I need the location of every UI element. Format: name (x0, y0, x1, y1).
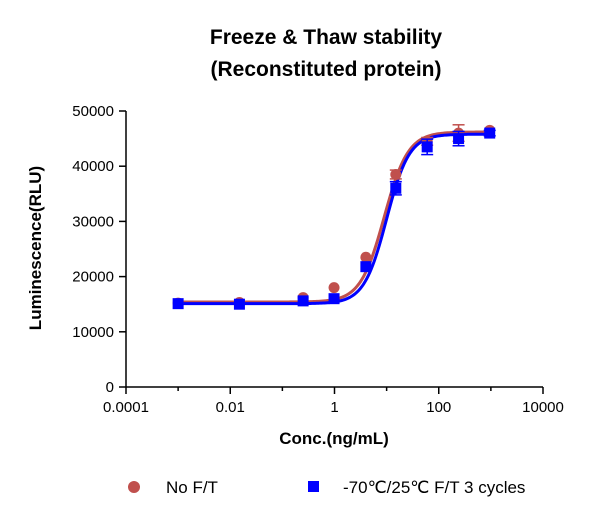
y-tick-label: 10000 (72, 324, 114, 341)
y-tick-label: 40000 (72, 158, 114, 175)
legend-marker-no-ft (128, 481, 140, 493)
x-tick-label: 10000 (522, 399, 564, 416)
fit-curve-series-0 (178, 130, 490, 304)
data-point-ft-3-cycles (172, 298, 184, 310)
fit-curve-series-1 (178, 132, 490, 306)
x-tick-label: 0.0001 (103, 399, 149, 416)
x-tick-label: 1 (330, 399, 338, 416)
data-point-ft-3-cycles (484, 127, 496, 139)
data-point-no-ft (328, 282, 340, 294)
data-point-no-ft (360, 251, 372, 263)
data-point-ft-3-cycles (390, 182, 402, 194)
legend-label-ft-3-cycles: -70℃/25℃ F/T 3 cycles (343, 478, 525, 497)
chart-title-line-2: (Reconstituted protein) (211, 58, 442, 81)
data-point-ft-3-cycles (297, 295, 309, 307)
data-point-ft-3-cycles (360, 261, 372, 273)
fit-curves (178, 130, 490, 306)
data-point-ft-3-cycles (421, 141, 433, 153)
y-tick-label: 30000 (72, 213, 114, 230)
y-tick-label: 50000 (72, 103, 114, 120)
x-tick-label: 0.01 (216, 399, 245, 416)
legend: No F/T -70℃/25℃ F/T 3 cycles (128, 478, 525, 497)
data-point-ft-3-cycles (453, 133, 465, 145)
y-axis-label: Luminescence(RLU) (26, 166, 45, 330)
legend-label-no-ft: No F/T (166, 478, 218, 497)
x-axis-label: Conc.(ng/mL) (279, 429, 389, 448)
y-tick-label: 20000 (72, 269, 114, 286)
data-point-ft-3-cycles (328, 293, 340, 305)
data-point-ft-3-cycles (233, 298, 245, 310)
y-tick-label: 0 (106, 379, 114, 396)
legend-marker-ft-3-cycles (308, 481, 319, 492)
chart-title: Freeze & Thaw stability (Reconstituted p… (210, 26, 443, 81)
chart-title-line-1: Freeze & Thaw stability (210, 26, 443, 49)
data-point-no-ft (390, 168, 402, 180)
axes: 0 10000 20000 30000 40000 50000 0.0001 0.01 1 100… (72, 103, 564, 416)
x-tick-label: 100 (426, 399, 451, 416)
data-points (172, 124, 496, 310)
